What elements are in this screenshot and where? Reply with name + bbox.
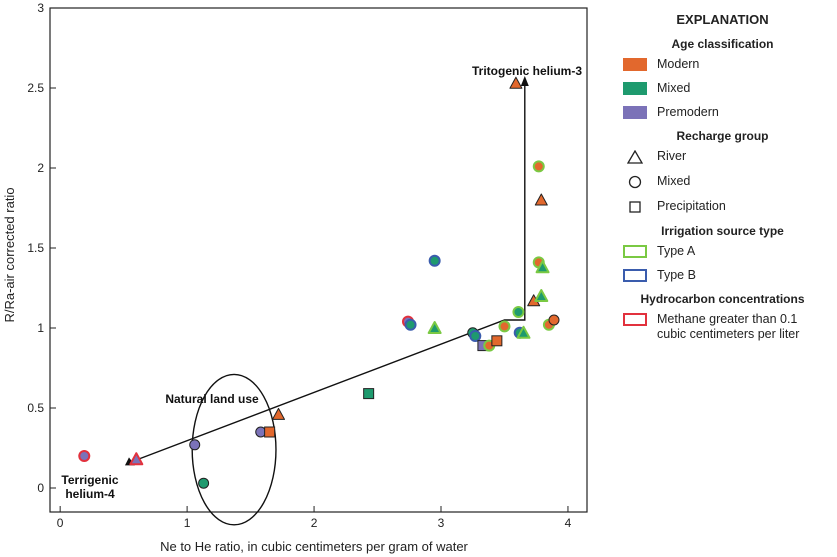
terrigenic-annotation-line1: Terrigenic xyxy=(61,473,118,487)
x-tick-label: 1 xyxy=(184,516,191,530)
legend-label: Mixed xyxy=(657,81,691,95)
legend-label: Premodern xyxy=(657,105,719,119)
legend-hydrocarbon-heading: Hydrocarbon concentrations xyxy=(640,292,805,306)
data-point-circle xyxy=(428,254,441,267)
data-point-square xyxy=(491,335,503,347)
x-tick-label: 4 xyxy=(565,516,572,530)
legend-label: Type A xyxy=(657,244,696,258)
legend: EXPLANATION Age classification Modern Mi… xyxy=(615,10,830,351)
type-a-swatch xyxy=(623,245,647,258)
x-tick-label: 0 xyxy=(57,516,64,530)
legend-label: Modern xyxy=(657,57,700,71)
data-point-triangle xyxy=(427,321,442,334)
y-tick-label: 1 xyxy=(37,321,44,335)
legend-label: Precipitation xyxy=(657,199,726,213)
terrigenic-annotation-line2: helium-4 xyxy=(65,487,115,501)
data-point-triangle xyxy=(534,289,549,302)
data-point-triangle xyxy=(272,407,286,420)
data-point-triangle xyxy=(516,325,531,339)
legend-label: River xyxy=(657,149,687,163)
scatter-chart: 0 1 2 3 4 0 0.5 1 1.5 2 2.5 3 Ne to He ratio, in cu… xyxy=(2,1,588,554)
square-icon xyxy=(623,199,647,215)
legend-label: Mixed xyxy=(657,174,691,188)
legend-item-type-b: Type B xyxy=(623,268,830,283)
data-point-square xyxy=(363,388,375,400)
tritogenic-annotation: Tritogenic helium-3 xyxy=(472,64,582,78)
legend-item-premodern: Premodern xyxy=(623,105,830,120)
x-tick-label: 3 xyxy=(438,516,445,530)
chart-marks: 0 1 2 3 4 0 0.5 1 1.5 2 2.5 3 xyxy=(27,1,588,530)
modern-swatch xyxy=(623,58,647,71)
legend-label: Methane greater than 0.1 cubic centimete… xyxy=(657,312,800,341)
y-tick-label: 2 xyxy=(37,161,44,175)
legend-item-type-a: Type A xyxy=(623,244,830,259)
methane-swatch xyxy=(623,313,647,326)
legend-item-methane: Methane greater than 0.1 cubic centimete… xyxy=(623,312,830,342)
data-point-triangle xyxy=(535,260,550,274)
y-axis-label: R/Ra-air corrected ratio xyxy=(2,187,17,322)
legend-title: EXPLANATION xyxy=(676,12,769,27)
legend-item-modern: Modern xyxy=(623,57,830,72)
data-point-circle xyxy=(469,330,482,342)
x-axis-label: Ne to He ratio, in cubic centimeters per… xyxy=(160,539,468,554)
mixing-line xyxy=(129,80,526,464)
data-point-circle xyxy=(189,439,201,451)
y-tick-label: 2.5 xyxy=(27,81,44,95)
tritogenic-arrowhead xyxy=(520,76,529,86)
legend-item-precipitation: Precipitation xyxy=(623,199,830,215)
legend-item-river: River xyxy=(623,149,830,165)
data-point-square xyxy=(264,426,276,438)
x-tick-label: 2 xyxy=(311,516,318,530)
y-tick-label: 0 xyxy=(37,481,44,495)
data-point-circle xyxy=(78,450,91,462)
type-b-swatch xyxy=(623,269,647,282)
data-point-circle xyxy=(498,320,511,333)
legend-age-heading: Age classification xyxy=(671,37,774,51)
data-point-circle xyxy=(532,160,545,173)
legend-item-mixed-age: Mixed xyxy=(623,81,830,96)
circle-icon xyxy=(623,174,647,190)
data-point-circle xyxy=(198,477,210,489)
data-point-triangle xyxy=(509,76,523,89)
mixed-swatch xyxy=(623,82,647,95)
triangle-icon xyxy=(623,149,647,165)
plot-frame xyxy=(49,7,588,513)
legend-irrigation-heading: Irrigation source type xyxy=(661,224,784,238)
natural-land-use-annotation: Natural land use xyxy=(165,392,259,406)
legend-label: Type B xyxy=(657,268,696,282)
data-point-circle xyxy=(548,314,560,326)
y-tick-label: 3 xyxy=(37,1,44,15)
y-tick-label: 1.5 xyxy=(27,241,44,255)
legend-item-mixed-group: Mixed xyxy=(623,174,830,190)
y-tick-label: 0.5 xyxy=(27,401,44,415)
data-point-circle xyxy=(512,306,525,318)
data-point-triangle xyxy=(534,193,548,206)
premodern-swatch xyxy=(623,106,647,119)
legend-recharge-heading: Recharge group xyxy=(676,129,769,143)
data-point-triangle xyxy=(129,452,144,466)
data-point-circle xyxy=(404,318,417,331)
